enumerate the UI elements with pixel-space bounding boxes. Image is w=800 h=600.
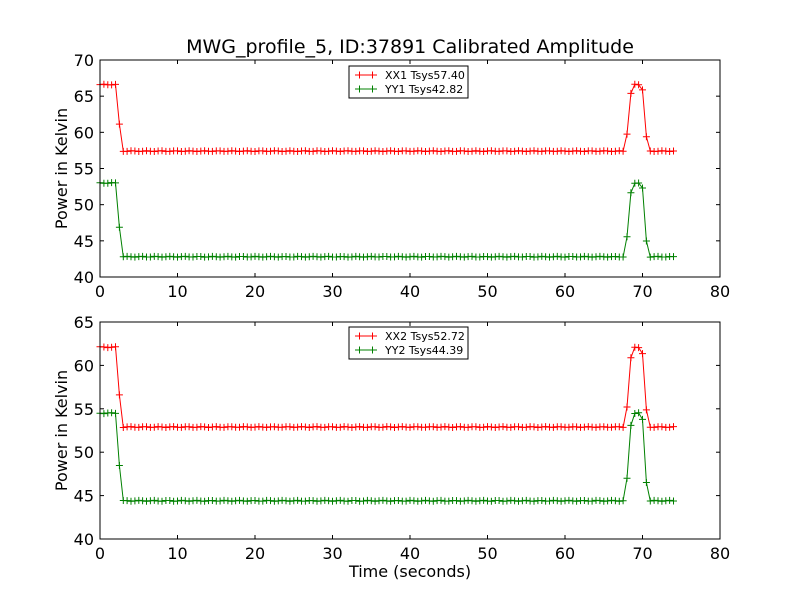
x-tick-label: 0 (95, 282, 105, 301)
y-tick-label: 45 (74, 487, 94, 506)
legend-box (348, 65, 469, 99)
y-tick-label: 60 (74, 356, 94, 375)
y-tick-label: 50 (74, 196, 94, 215)
chart-title: MWG_profile_5, ID:37891 Calibrated Ampli… (186, 36, 634, 58)
x-tick-label: 20 (245, 282, 265, 301)
x-tick-label: 80 (710, 282, 730, 301)
legend-label: XX1 Tsys57.40 (385, 69, 465, 82)
legend-label: YY2 Tsys44.39 (384, 344, 463, 357)
legend-marker (356, 71, 376, 79)
y-axis-label: Power in Kelvin (52, 370, 71, 491)
y-tick-label: 40 (74, 268, 94, 287)
bottom-subplot: Power in Kelvin 0 10 20 30 40 50 60 70 80 40 45 50 55… (52, 313, 730, 563)
x-tick-label: 40 (400, 544, 420, 563)
y-tick-label: 65 (74, 87, 94, 106)
y-tick-label: 55 (74, 160, 94, 179)
y-tick-label: 55 (74, 400, 94, 419)
x-tick-label: 20 (245, 544, 265, 563)
legend-label: XX2 Tsys52.72 (385, 330, 465, 343)
x-tick-label: 60 (555, 544, 575, 563)
x-tick-label: 80 (710, 544, 730, 563)
x-tick-label: 30 (322, 544, 342, 563)
y-tick-label: 60 (74, 123, 94, 142)
y-axis-label: Power in Kelvin (52, 108, 71, 229)
legend-box (348, 326, 469, 360)
x-tick-label: 50 (477, 282, 497, 301)
x-tick-label: 40 (400, 282, 420, 301)
x-tick-label: 10 (167, 282, 187, 301)
y-tick-label: 50 (74, 443, 94, 462)
legend-marker (356, 85, 376, 93)
series-line (99, 182, 674, 258)
y-tick-label: 65 (74, 313, 94, 332)
x-tick-label: 70 (632, 544, 652, 563)
x-axis-label: Time (seconds) (348, 562, 471, 581)
x-tick-label: 70 (632, 282, 652, 301)
series-2 (96, 179, 677, 261)
y-tick-label: 70 (74, 51, 94, 70)
y-tick-label: 45 (74, 232, 94, 251)
x-tick-label: 30 (322, 282, 342, 301)
x-tick-label: 0 (95, 544, 105, 563)
legend-marker (356, 332, 376, 340)
series-markers (96, 179, 677, 261)
x-tick-label: 60 (555, 282, 575, 301)
x-tick-label: 50 (477, 544, 497, 563)
legend-label: YY1 Tsys42.82 (384, 83, 463, 96)
y-tick-label: 40 (74, 530, 94, 549)
series-2 (96, 409, 677, 505)
top-subplot: Power in Kelvin 0 10 20 30 40 50 60 70 80 40 45 50 55… (52, 51, 730, 301)
x-tick-label: 10 (167, 544, 187, 563)
legend-marker (356, 346, 376, 354)
